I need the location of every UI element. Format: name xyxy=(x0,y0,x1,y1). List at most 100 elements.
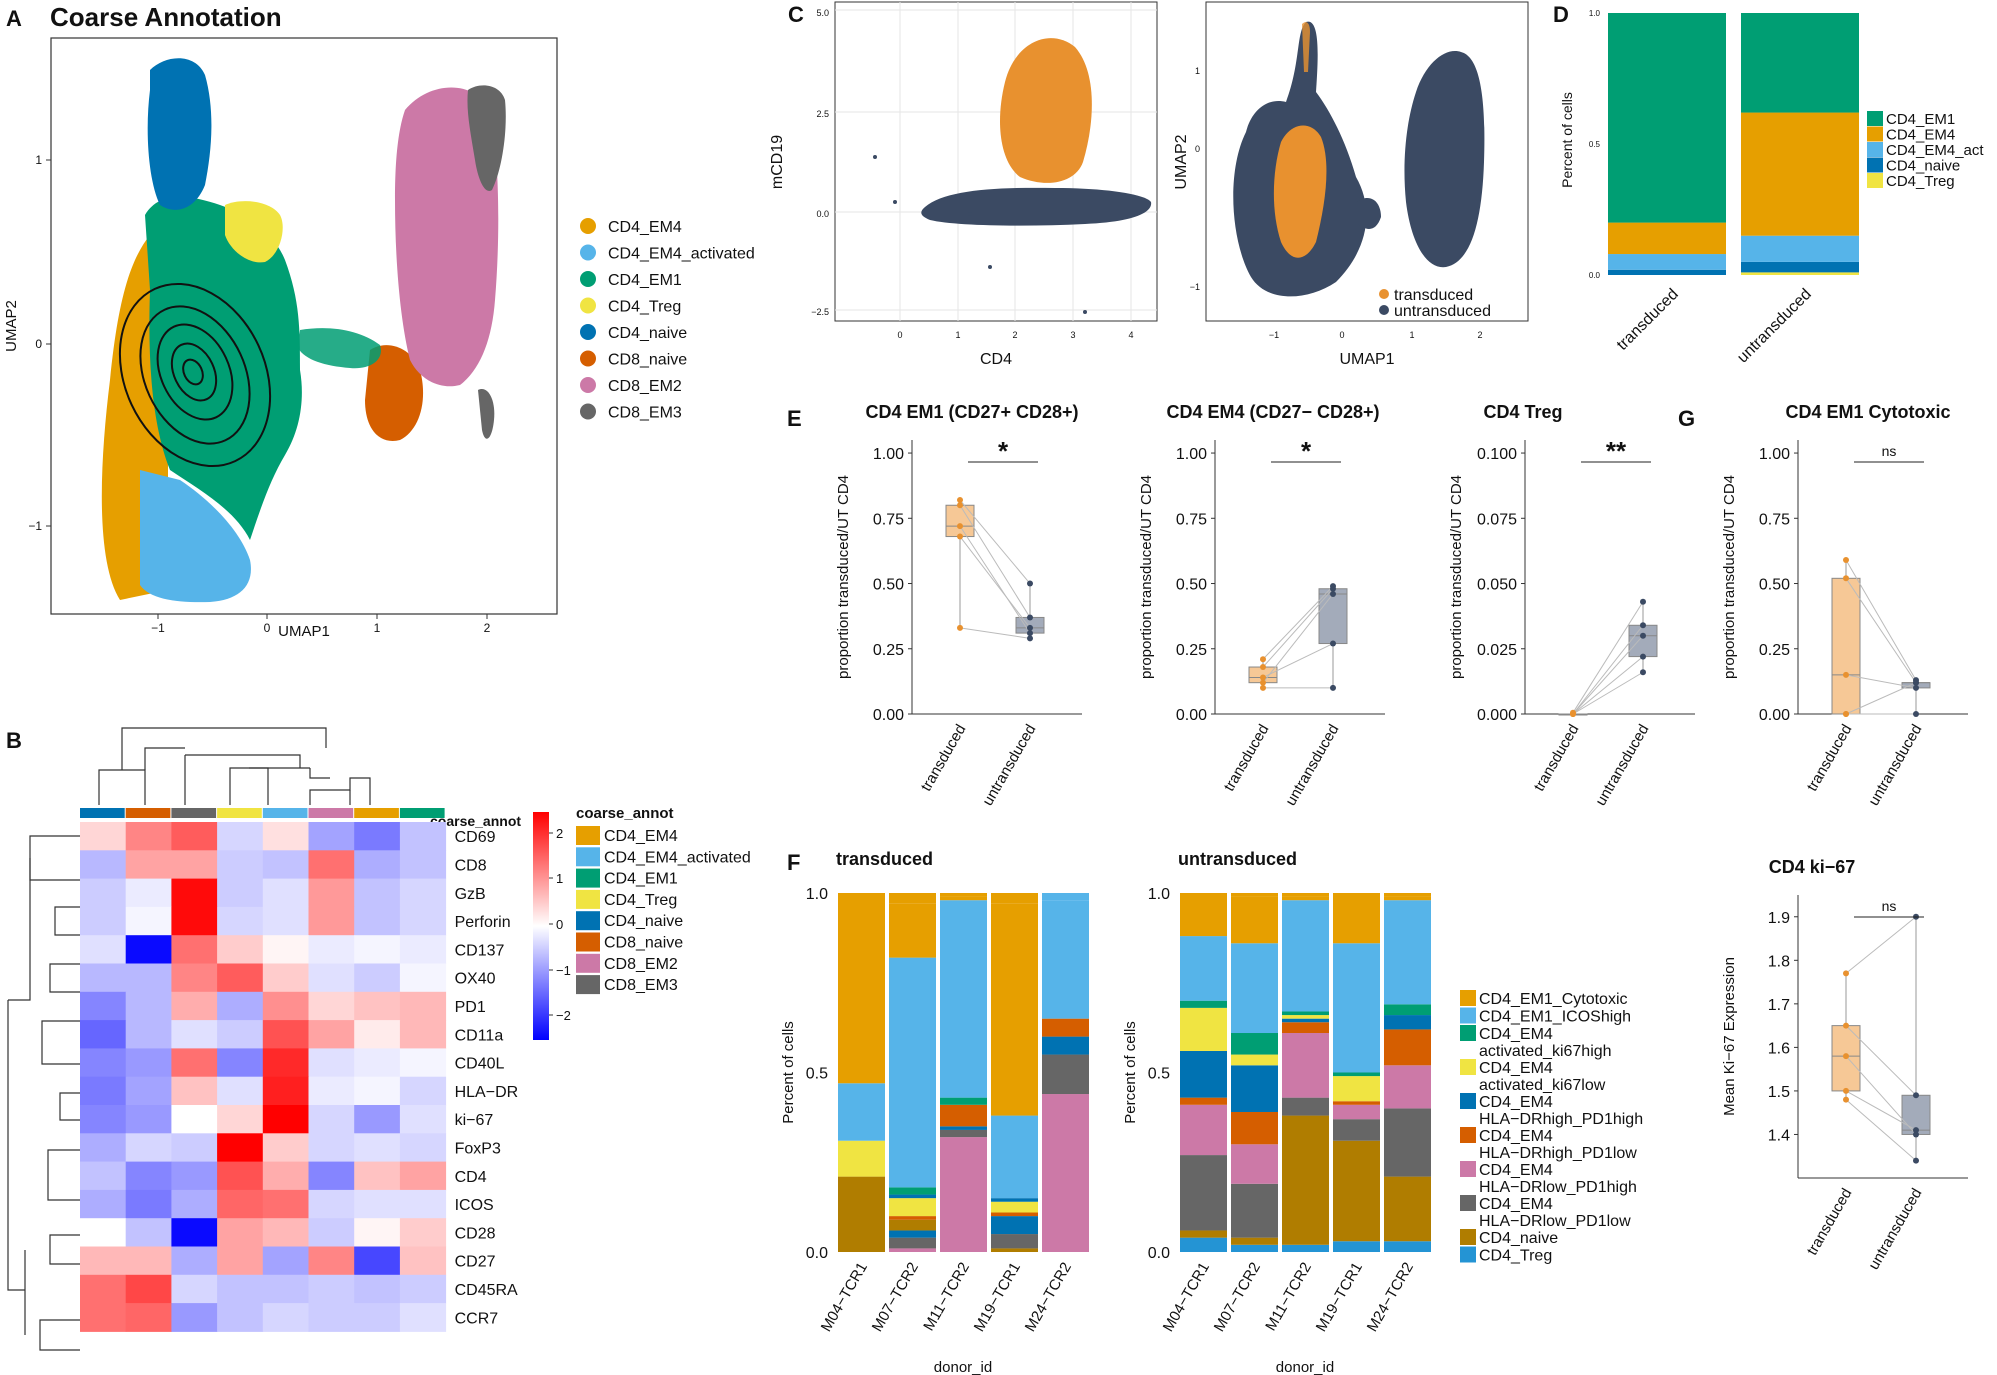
significance-label: ** xyxy=(1606,436,1627,466)
heatmap-cell xyxy=(125,1048,172,1078)
heatmap-cell xyxy=(262,1189,309,1219)
bar-segment xyxy=(940,1097,987,1105)
bar-segment xyxy=(1231,893,1278,897)
legend-label: CD4_EM4 xyxy=(1479,1162,1553,1179)
bar-segment xyxy=(838,1140,885,1177)
x-axis-label: donor_id xyxy=(934,1359,992,1375)
heatmap-legend-swatch xyxy=(576,953,600,973)
heatmap-legend-label: CD8_naive xyxy=(604,935,683,952)
heatmap-cell xyxy=(262,935,309,964)
heatmap-cell xyxy=(125,935,172,964)
heatmap-cell xyxy=(80,963,127,993)
heatmap-cell xyxy=(80,1133,127,1163)
bar-segment xyxy=(1231,1054,1278,1066)
heatmap-cell xyxy=(125,850,172,880)
x-tick-label: 0 xyxy=(1339,330,1344,340)
y-axis-label: proportion transduced/UT CD4 xyxy=(835,475,852,679)
heatmap-cell xyxy=(308,963,355,993)
panel-letter-g: G xyxy=(1678,406,1695,431)
significance-label: * xyxy=(998,436,1009,466)
heatmap-cell xyxy=(80,1303,127,1332)
heatmap-cell xyxy=(354,850,401,880)
legend-label: CD4_EM1_Cytotoxic xyxy=(1479,991,1628,1008)
heatmap-cell xyxy=(217,878,264,908)
paired-line xyxy=(1572,635,1644,715)
heatmap-cell xyxy=(125,963,172,993)
panel-letter-d: D xyxy=(1553,2,1569,27)
paired-line xyxy=(1262,588,1334,668)
paired-line xyxy=(1845,674,1917,689)
bar-segment xyxy=(1384,1108,1431,1177)
panel-c-left-frame xyxy=(834,1,1158,322)
heatmap-cell xyxy=(308,1133,355,1163)
legend-swatch xyxy=(1460,1007,1476,1024)
column-annotation-cd8_naive xyxy=(125,808,171,818)
bar-segment xyxy=(1384,1241,1431,1252)
data-point-untransduced xyxy=(1027,635,1033,642)
bar-segment xyxy=(889,1187,936,1195)
bar-segment xyxy=(1282,1011,1329,1016)
y-tick-label: 1.00 xyxy=(1759,446,1790,463)
outlier-point xyxy=(988,265,992,269)
row-label-perforin: Perforin xyxy=(455,914,511,931)
row-label-pd1: PD1 xyxy=(455,999,486,1016)
bar-segment xyxy=(1333,1119,1380,1141)
legend-label: CD4_EM1 xyxy=(1886,111,1955,128)
legend-label: CD4_Treg xyxy=(1479,1248,1552,1265)
heatmap-cell xyxy=(354,1189,401,1219)
heatmap-cell xyxy=(80,1246,127,1276)
bar-segment xyxy=(940,896,987,901)
bar-segment xyxy=(991,1248,1038,1252)
heatmap-cell xyxy=(125,1161,172,1191)
bar-segment-cd4_naive xyxy=(1608,269,1726,275)
x-tick-label: untransduced xyxy=(1865,722,1925,809)
y-tick-label: 1.7 xyxy=(1768,997,1790,1014)
heatmap-cell xyxy=(262,963,309,993)
panel-a-axes: −1 0 1 2 1 0 −1 xyxy=(28,153,490,635)
y-tick-label: 0.25 xyxy=(1759,642,1790,659)
bar-segment xyxy=(1282,1097,1329,1116)
dendro-left-branch xyxy=(59,1092,80,1121)
untransduced-umap-bridge xyxy=(1356,197,1381,229)
boxplot-e3: CD4 Treg 0.100 0.075 0.050 0.025 0.000 proport… xyxy=(1448,402,1695,809)
bar-segment xyxy=(940,900,987,1098)
bar-segment xyxy=(1384,1176,1431,1242)
bar-segment xyxy=(1180,1230,1227,1238)
legend-marker-cd8_em2 xyxy=(580,377,596,393)
data-point-untransduced xyxy=(1913,677,1919,684)
dendro-left-branch xyxy=(7,1000,25,1291)
bar-segment xyxy=(1231,896,1278,944)
y-axis-label: proportion transduced/UT CD4 xyxy=(1721,475,1738,679)
legend-label: CD4_EM4_act xyxy=(1886,142,1984,159)
panel-a-umap: Coarse Annotation −1 0 1 2 1 0 −1 UMAP1 UMAP2 xyxy=(3,2,755,640)
heatmap-cell xyxy=(80,1189,127,1219)
data-point-transduced xyxy=(1843,711,1849,717)
x-tick-label: transduced xyxy=(1531,722,1583,795)
heatmap-cell xyxy=(171,878,218,908)
legend-label: CD4_EM4 xyxy=(1479,1060,1553,1077)
legend-swatch xyxy=(1460,1195,1476,1211)
heatmap-cell xyxy=(80,1020,127,1049)
y-tick-label: 0.5 xyxy=(806,1066,828,1083)
paired-line xyxy=(1845,1090,1917,1131)
heatmap-cell xyxy=(399,963,447,993)
heatmap-cell xyxy=(399,1020,447,1049)
heatmap-cell xyxy=(308,1048,355,1078)
legend-marker-cd8_em3 xyxy=(580,403,596,420)
data-point-untransduced xyxy=(1913,1127,1919,1134)
heatmap-scale-ticks: 2 1 0 −1 −2 xyxy=(549,826,571,1023)
row-label-foxp3: FoxP3 xyxy=(455,1140,501,1157)
heatmap-cell xyxy=(171,1076,218,1106)
x-tick-label: M04−TCR1 xyxy=(1160,1260,1213,1335)
x-tick-label: 1 xyxy=(374,621,381,635)
x-tick-label: 2 xyxy=(484,621,491,635)
cluster-cd4-treg xyxy=(225,201,283,263)
legend-swatch xyxy=(1460,1229,1476,1245)
legend-label: CD4_EM4 xyxy=(1479,1094,1553,1111)
legend-marker-cd4_em4 xyxy=(580,218,596,234)
heatmap-cell xyxy=(125,1274,172,1304)
row-label-ox40: OX40 xyxy=(455,971,496,988)
bar-segment xyxy=(1282,1033,1329,1098)
facet-title: untransduced xyxy=(1178,849,1297,869)
data-point-untransduced xyxy=(1330,583,1336,590)
